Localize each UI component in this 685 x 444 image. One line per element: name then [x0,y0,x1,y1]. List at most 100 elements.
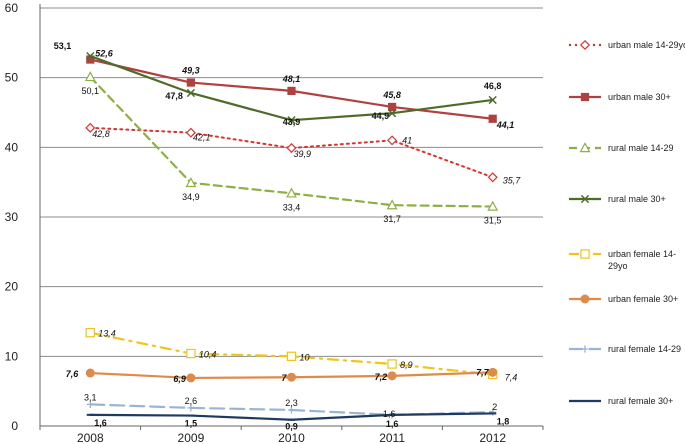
data-label: 42,1 [193,133,211,143]
legend-marker [580,92,590,102]
data-label: 1,6 [383,409,396,419]
data-label: 50,1 [82,86,100,96]
legend: urban male 14-29yo urban male 30+ rural ma… [569,39,685,406]
legend-marker [580,249,590,259]
legend-label: urban female 14- [608,249,676,259]
data-point [387,135,398,146]
data-label: 3,1 [84,392,97,402]
legend-marker [581,345,589,353]
data-point [487,200,499,211]
data-label: 41 [402,135,412,145]
data-point [488,114,497,123]
y-tick-label: 0 [11,419,18,433]
data-point [386,199,398,210]
data-label: 47,8 [165,91,183,101]
data-point [85,327,95,338]
series-rural-female-30 [86,412,497,421]
data-label: 42,8 [92,129,110,139]
data-point [488,95,497,105]
data-point [186,348,196,359]
data-label: 44,1 [496,120,515,130]
data-point [186,373,196,383]
legend-label: rural male 30+ [608,194,666,204]
legend-item-rural-female-14-29: rural female 14-29 [569,344,681,354]
data-label: 31,5 [484,216,502,226]
gridlines [40,7,543,357]
data-label: 34,9 [182,192,200,202]
data-label: 49,3 [181,66,200,76]
data-point [387,109,397,118]
data-label: 1,6 [386,419,399,429]
data-point [186,88,196,98]
y-tick-label: 30 [5,210,19,224]
data-point [185,127,196,138]
series-group [84,51,499,421]
x-tick-label: 2010 [278,431,305,444]
legend-marker [579,142,591,153]
series-line [89,75,494,208]
series-urban-male-30 [86,55,497,123]
data-label: 45,8 [382,90,401,100]
data-label: 2,6 [185,396,198,406]
data-point [85,368,95,378]
data-label: 7,7 [476,367,490,377]
data-point [388,102,397,112]
data-label: 10,4 [199,350,217,360]
legend-item-rural-female-30: rural female 30+ [569,396,673,406]
legend-item-rural-male-30: rural male 30+ [569,194,666,204]
data-label: 0,9 [285,422,298,432]
data-point [185,176,197,188]
y-tick-label: 50 [5,71,19,85]
data-label: 1,5 [185,419,198,429]
legend-label: 29yo [608,261,628,271]
data-label: 33,4 [283,202,301,212]
y-tick-label: 10 [5,349,19,363]
x-tick-label: 2012 [479,431,506,444]
x-tick-label: 2011 [379,431,405,444]
legend-label: rural male 14-29 [608,143,674,153]
data-label: 8,9 [400,360,413,370]
data-label: 43,9 [283,117,301,127]
series-line [89,331,494,376]
legend-item-urban-male-30: urban male 30+ [569,92,671,102]
data-point [85,122,96,133]
legend-item-urban-female-30: urban female 30+ [569,294,678,304]
x-tick-label: 2009 [178,431,205,444]
legend-item-rural-male-14-29: rural male 14-29 [569,142,674,153]
data-point [286,142,297,154]
data-label: 6,9 [173,374,186,384]
data-point [287,86,296,96]
series-urban-male-14-29yo [85,122,498,183]
y-tick-label: 40 [5,140,19,154]
legend-label: urban male 14-29yo [608,40,685,50]
series-rural-male-14-29 [84,71,499,211]
data-point [488,367,498,377]
legend-marker [580,294,590,304]
legend-marker [580,194,590,204]
series-urban-female-30 [85,367,498,383]
data-label: 52,6 [95,49,114,59]
data-point [487,172,498,183]
data-point [287,372,296,382]
y-tick-label: 60 [5,1,19,15]
data-label: 2 [492,402,497,412]
data-point [286,187,297,198]
y-tick-label: 20 [5,280,19,294]
data-label: 39,9 [294,149,312,159]
series-line [89,126,494,179]
data-point [84,71,96,82]
legend-label: rural female 14-29 [608,344,681,354]
data-point [187,404,195,412]
legend-label: urban female 30+ [608,294,678,304]
legend-item-urban-female-14-29yo: urban female 14- 29yo [569,249,676,271]
series-urban-female-14-29yo [85,327,498,380]
data-label: 1,6 [94,418,107,428]
legend-marker [579,39,591,51]
data-label: 46,8 [484,81,502,91]
data-label: 31,7 [383,214,401,224]
series-rural-male-30 [86,51,497,125]
data-labels: 42,8 42,1 39,9 41 35,7 52,6 49,3 48,1 45,8 44,1 50… [54,41,521,432]
data-point [86,51,95,61]
data-label: 7 [281,373,287,383]
